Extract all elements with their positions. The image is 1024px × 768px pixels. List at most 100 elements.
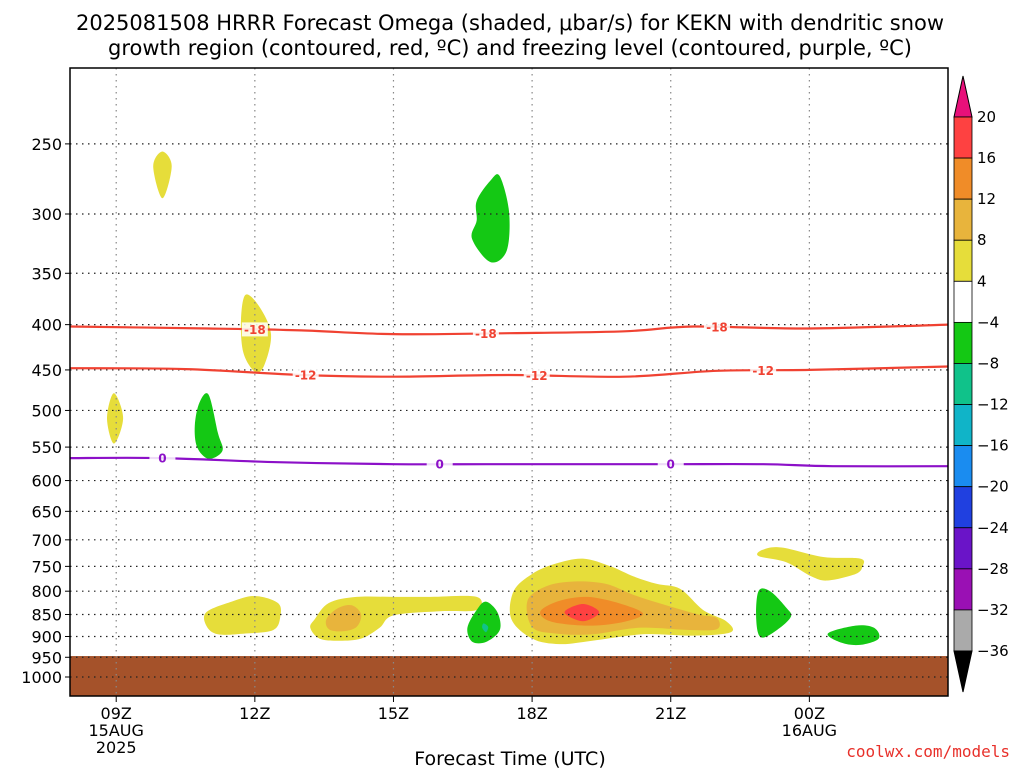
contour-line bbox=[69, 456, 949, 468]
y-tick-label: 850 bbox=[31, 606, 62, 625]
y-tick-label: 950 bbox=[31, 648, 62, 667]
y-tick-label: 250 bbox=[31, 135, 62, 154]
colorbar: 20 16 12 8 4 −4 −8 −12 −16 −20 −24 −28 −32 −36 bbox=[953, 75, 1009, 693]
colorbar-bin bbox=[953, 486, 973, 529]
plot-area: -18 -18 -18 -12 -12 -12 0 0 0 bbox=[69, 67, 949, 697]
omega-region bbox=[107, 393, 124, 444]
contour-label: 0 bbox=[436, 458, 444, 472]
omega-region bbox=[467, 601, 501, 644]
x-tick-label: 21Z bbox=[655, 704, 686, 723]
x-tick-label: 18Z bbox=[516, 704, 547, 723]
omega-region bbox=[153, 151, 172, 199]
contour-label-bg bbox=[703, 319, 730, 334]
colorbar-level-label: 12 bbox=[977, 190, 996, 208]
contour-label-bg bbox=[472, 326, 499, 341]
omega-region bbox=[564, 604, 600, 622]
omega-region bbox=[756, 588, 792, 638]
colorbar-level-label: −12 bbox=[977, 396, 1009, 414]
y-axis: 250 300 350 400 450 500 550 600 650 700 750 800 850 9… bbox=[21, 135, 70, 687]
omega-region bbox=[325, 604, 362, 632]
contour-line bbox=[69, 365, 949, 378]
contour-label-bg bbox=[523, 368, 550, 383]
ground-fill bbox=[70, 656, 948, 696]
x-tick-label: 16AUG bbox=[782, 721, 837, 740]
contour-label: -18 bbox=[706, 320, 728, 334]
colorbar-bin bbox=[953, 609, 973, 652]
x-tick-label: 15AUG bbox=[88, 721, 143, 740]
contour-label: 0 bbox=[667, 458, 675, 472]
y-tick-label: 700 bbox=[31, 531, 62, 550]
colorbar-level-label: −36 bbox=[977, 642, 1009, 660]
contour-line bbox=[69, 323, 949, 336]
chart-title-line-1: 2025081508 HRRR Forecast Omega (shaded, … bbox=[76, 11, 944, 35]
omega-region bbox=[482, 623, 489, 633]
plot-background bbox=[70, 68, 948, 696]
contour-label: -12 bbox=[526, 369, 548, 383]
x-tick-label: 09Z bbox=[101, 704, 132, 723]
y-tick-label: 750 bbox=[31, 557, 62, 576]
colorbar-bin bbox=[953, 363, 973, 405]
contour-label-bg bbox=[426, 457, 453, 472]
colorbar-bin bbox=[953, 321, 973, 364]
y-tick-label: 600 bbox=[31, 472, 62, 491]
y-tick-label: 350 bbox=[31, 264, 62, 283]
y-tick-label: 800 bbox=[31, 582, 62, 601]
colorbar-level-label: −4 bbox=[977, 313, 999, 331]
colorbar-level-label: 16 bbox=[977, 149, 996, 167]
contour-label-bg bbox=[657, 457, 684, 472]
credit-text: coolwx.com/models bbox=[846, 742, 1010, 761]
contour-label: -18 bbox=[244, 323, 266, 337]
y-tick-label: 300 bbox=[31, 205, 62, 224]
contour-label-bg bbox=[149, 451, 176, 466]
x-tick-label: 2025 bbox=[96, 738, 137, 757]
colorbar-bottom-arrow bbox=[953, 650, 973, 693]
grid-lines bbox=[70, 68, 948, 696]
plot-frame bbox=[69, 67, 949, 697]
x-tick-label: 12Z bbox=[239, 704, 270, 723]
ground-layer bbox=[70, 656, 948, 696]
colorbar-level-label: −20 bbox=[977, 478, 1009, 496]
colorbar-level-label: −28 bbox=[977, 560, 1009, 578]
y-tick-label: 450 bbox=[31, 361, 62, 380]
colorbar-level-label: 4 bbox=[977, 272, 987, 290]
colorbar-level-label: −16 bbox=[977, 437, 1009, 455]
colorbar-bin bbox=[953, 239, 973, 282]
colorbar-bin bbox=[953, 157, 973, 200]
colorbar-level-label: −24 bbox=[977, 519, 1009, 537]
colorbar-level-label: −8 bbox=[977, 354, 999, 372]
x-tick-label: 15Z bbox=[378, 704, 409, 723]
omega-region bbox=[203, 595, 282, 635]
y-tick-label: 900 bbox=[31, 627, 62, 646]
colorbar-bin bbox=[953, 198, 973, 241]
contour-label-bg bbox=[292, 368, 319, 383]
temperature-contours: -18 -18 -18 -12 -12 -12 0 0 0 bbox=[69, 319, 949, 472]
y-tick-label: 550 bbox=[31, 438, 62, 457]
chart-title-line-2: growth region (contoured, red, ºC) and f… bbox=[108, 36, 912, 60]
y-tick-label: 400 bbox=[31, 316, 62, 335]
colorbar-bin bbox=[953, 116, 973, 159]
colorbar-bin bbox=[953, 527, 973, 570]
contour-label: -12 bbox=[752, 364, 774, 378]
y-tick-label: 500 bbox=[31, 401, 62, 420]
y-tick-label: 1000 bbox=[21, 668, 62, 687]
contour-label: 0 bbox=[158, 452, 166, 466]
contour-label-bg bbox=[241, 322, 268, 337]
omega-region bbox=[827, 625, 880, 646]
colorbar-level-label: 8 bbox=[977, 231, 987, 249]
colorbar-bin bbox=[953, 280, 973, 323]
x-axis-title: Forecast Time (UTC) bbox=[414, 748, 605, 768]
colorbar-bin bbox=[953, 445, 973, 488]
colorbar-bin bbox=[953, 568, 973, 611]
colorbar-level-label: 20 bbox=[977, 108, 996, 126]
contour-label: -12 bbox=[295, 369, 317, 383]
x-tick-label: 00Z bbox=[794, 704, 825, 723]
colorbar-bin bbox=[953, 404, 973, 447]
omega-shading bbox=[107, 151, 880, 646]
omega-region bbox=[194, 393, 223, 459]
colorbar-top-arrow bbox=[953, 75, 973, 118]
contour-label-bg bbox=[750, 363, 777, 378]
omega-region bbox=[757, 547, 865, 581]
omega-region bbox=[471, 174, 510, 263]
